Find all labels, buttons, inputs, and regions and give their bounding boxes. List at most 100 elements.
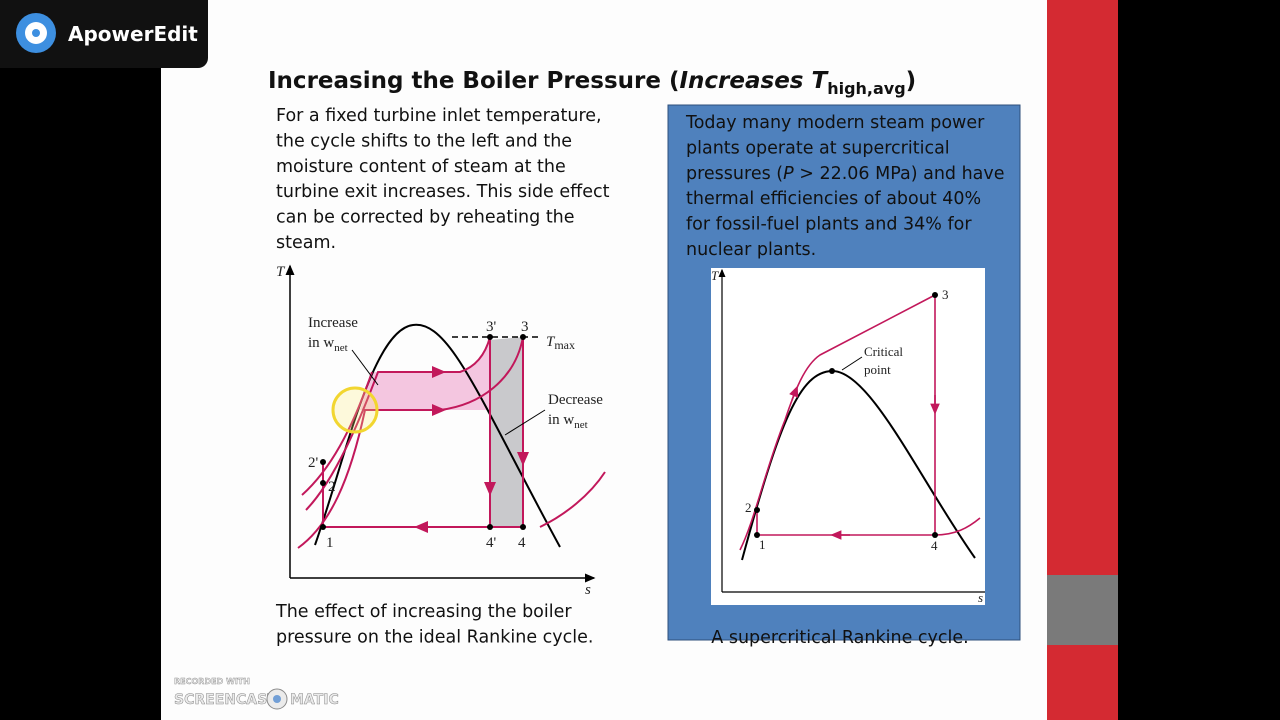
info-text: plants operate at supercritical	[686, 138, 950, 158]
leader	[351, 349, 379, 386]
state-point	[754, 532, 760, 538]
label: Tmax	[546, 334, 575, 352]
title-emphasis: Increases T	[679, 68, 829, 94]
right-caption: A supercritical Rankine cycle.	[711, 628, 968, 648]
state-point	[932, 292, 938, 298]
paragraph-line: turbine exit increases. This side effect	[276, 182, 610, 202]
watermark-brand: SCREENCAST	[174, 692, 277, 708]
state-label: 3	[521, 319, 529, 335]
arrow	[789, 385, 799, 401]
axis-label: T	[276, 264, 286, 280]
info-line: nuclear plants.	[686, 240, 816, 260]
app-logo-dot	[32, 29, 40, 37]
info-text: for fossil-fuel plants and 34% for	[686, 215, 972, 235]
info-text: pressures (	[686, 164, 783, 184]
label: in wnet	[308, 335, 348, 354]
watermark: RECORDED WITH SCREENCAST MATIC	[174, 677, 339, 710]
state-point	[754, 507, 760, 513]
caption-line: The effect of increasing the boiler	[275, 602, 572, 622]
decrease-area	[490, 337, 523, 527]
info-line: plants operate at supercritical	[686, 138, 950, 158]
paragraph-line: the cycle shifts to the left and the	[276, 131, 572, 151]
shape	[754, 292, 938, 538]
increase-area	[360, 337, 490, 410]
paragraph-line: moisture content of steam at the	[276, 157, 566, 177]
label: in w	[548, 412, 574, 428]
app-badge	[0, 0, 208, 68]
title-close: )	[906, 68, 917, 94]
label: Increase	[308, 315, 358, 331]
watermark-small: RECORDED WITH	[174, 677, 250, 686]
paragraph-line: For a fixed turbine inlet temperature,	[276, 106, 602, 126]
state-label: 2	[328, 479, 336, 495]
watermark-icon-dot	[273, 695, 281, 703]
subscript: max	[554, 338, 575, 352]
subscript: net	[574, 419, 587, 431]
title-text: Increasing the Boiler Pressure (	[268, 68, 679, 94]
side-bar-block	[1047, 575, 1118, 645]
state-point	[487, 334, 493, 340]
leader	[841, 356, 863, 371]
label: in w	[308, 335, 334, 351]
shape	[320, 334, 526, 530]
watermark-brand: MATIC	[290, 692, 339, 708]
state-label: 3	[942, 287, 949, 302]
state-point	[932, 532, 938, 538]
right-figure-panel	[711, 268, 985, 605]
state-point	[487, 524, 493, 530]
info-text: thermal efficiencies of about 40%	[686, 189, 981, 209]
cursor-highlight	[331, 386, 379, 434]
left-figure: T s Increase in wnet Decrease in wnet Tm…	[276, 264, 606, 598]
critical-point	[829, 368, 835, 374]
info-text: Today many modern steam power	[685, 113, 985, 133]
cycle	[739, 293, 936, 551]
state-label: 1	[759, 537, 766, 552]
right-figure: T s Critical point 3 2 1 4	[711, 268, 985, 605]
left-paragraph: For a fixed turbine inlet temperature, th…	[276, 106, 610, 253]
subscript: net	[334, 342, 347, 354]
label: point	[864, 362, 891, 377]
slide-title: Increasing the Boiler Pressure (Increase…	[268, 68, 916, 98]
pressure-line	[934, 517, 981, 536]
axis-label: s	[585, 582, 591, 598]
state-point	[520, 334, 526, 340]
state-label: 4'	[486, 535, 497, 551]
label: Decrease	[548, 392, 603, 408]
state-point	[320, 480, 326, 486]
title-subscript: high,avg	[827, 79, 905, 98]
info-paragraph: Today many modern steam power plants oper…	[685, 113, 1005, 260]
info-line: for fossil-fuel plants and 34% for	[686, 215, 972, 235]
state-label: 4	[931, 538, 938, 553]
state-point	[520, 524, 526, 530]
info-line: Today many modern steam power	[685, 113, 985, 133]
state-label: 2	[745, 500, 752, 515]
info-line: pressures (P > 22.06 MPa) and have	[686, 164, 1005, 184]
state-label: 4	[518, 535, 526, 551]
app-name: ApowerEdit	[68, 22, 198, 46]
info-text: nuclear plants.	[686, 240, 816, 260]
label: in wnet	[548, 412, 588, 431]
axis-label: T	[711, 268, 719, 283]
info-text: P	[783, 164, 794, 184]
label: T	[546, 334, 556, 350]
state-label: 3'	[486, 319, 497, 335]
state-label: 2'	[308, 455, 319, 471]
state-label: 1	[326, 535, 334, 551]
info-text: > 22.06 MPa) and have	[794, 164, 1005, 184]
label: Critical	[864, 344, 903, 359]
leader	[504, 409, 546, 436]
state-point	[320, 459, 326, 465]
info-line: thermal efficiencies of about 40%	[686, 189, 981, 209]
paragraph-line: can be corrected by reheating the	[276, 208, 575, 228]
caption-line: pressure on the ideal Rankine cycle.	[276, 627, 593, 647]
state-point	[320, 524, 326, 530]
paragraph-line: steam.	[276, 233, 336, 253]
cycle-raised	[305, 336, 491, 527]
pressure-line-low	[539, 471, 606, 528]
shape	[739, 293, 981, 551]
left-caption: The effect of increasing the boiler press…	[275, 602, 593, 647]
axis-label: s	[978, 590, 983, 605]
